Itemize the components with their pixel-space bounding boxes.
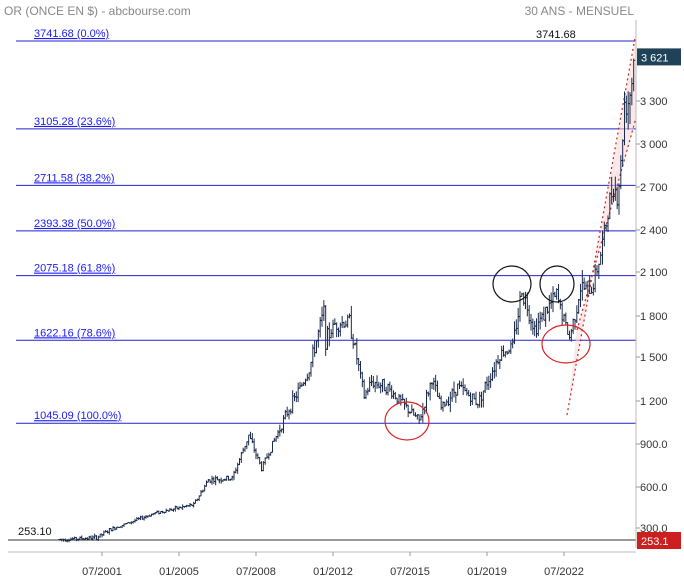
fib-label: 2075.18 (61.8%) <box>34 263 115 275</box>
y-tick-label: 2 400 <box>640 225 668 237</box>
last-price-badge <box>637 48 681 66</box>
low-badge-label: 253.1 <box>641 536 669 548</box>
resistance-circle-1 <box>492 265 532 303</box>
fib-label: 2393.38 (50.0%) <box>34 218 115 230</box>
support-circle-1 <box>384 401 430 441</box>
chart-period: 30 ANS - MENSUEL <box>524 4 634 18</box>
trend-line-lower <box>576 117 637 331</box>
y-tick-label: 1 500 <box>640 352 668 364</box>
x-tick-label: 01/2019 <box>467 566 507 578</box>
trend-channel <box>566 37 637 416</box>
x-tick-label: 07/2015 <box>390 566 430 578</box>
resistance-circle-2 <box>539 265 575 303</box>
last-price-label: 3 621 <box>641 52 669 64</box>
fib-label: 1045.09 (100.0%) <box>34 410 121 422</box>
support-circle-2 <box>541 324 591 364</box>
x-tick-label: 07/2022 <box>544 566 584 578</box>
y-tick-label: 2 100 <box>640 267 668 279</box>
x-tick-label: 07/2001 <box>82 566 122 578</box>
fib-label: 3105.28 (23.6%) <box>34 116 115 128</box>
x-tick-label: 01/2005 <box>159 566 199 578</box>
fib-label: 1622.16 (78.6%) <box>34 327 115 339</box>
price-labels: 3741.68 253.10 3 621 253.1 <box>18 29 681 549</box>
x-axis: 07/2001 01/2005 07/2008 01/2012 07/2015 01/20… <box>8 551 636 578</box>
low-badge <box>637 532 681 549</box>
annotation-circles <box>384 265 591 441</box>
y-tick-label: 3 300 <box>640 96 668 108</box>
y-tick-label: 1 200 <box>640 396 668 408</box>
y-tick-label: 2 700 <box>640 182 668 194</box>
fib-label: 2711.58 (38.2%) <box>34 172 115 184</box>
y-tick-label: 1 800 <box>640 311 668 323</box>
high-annotation: 3741.68 <box>536 29 576 41</box>
low-annotation: 253.10 <box>18 526 52 538</box>
y-tick-label: 3 000 <box>640 139 668 151</box>
fibonacci-lines: 3741.68 (0.0%) 3105.28 (23.6%) 2711.58 (38… <box>8 28 636 541</box>
x-tick-label: 07/2008 <box>236 566 276 578</box>
trend-line-upper <box>566 37 636 416</box>
ohlc-bars <box>58 58 636 543</box>
chart-title: OR (ONCE EN $) - abcbourse.com <box>4 4 191 18</box>
x-tick-label: 01/2012 <box>313 566 353 578</box>
y-tick-label: 900.0 <box>640 439 668 451</box>
trend-channel-fill <box>567 42 636 415</box>
y-tick-label: 600.0 <box>640 482 668 494</box>
fib-label: 3741.68 (0.0%) <box>34 28 109 40</box>
